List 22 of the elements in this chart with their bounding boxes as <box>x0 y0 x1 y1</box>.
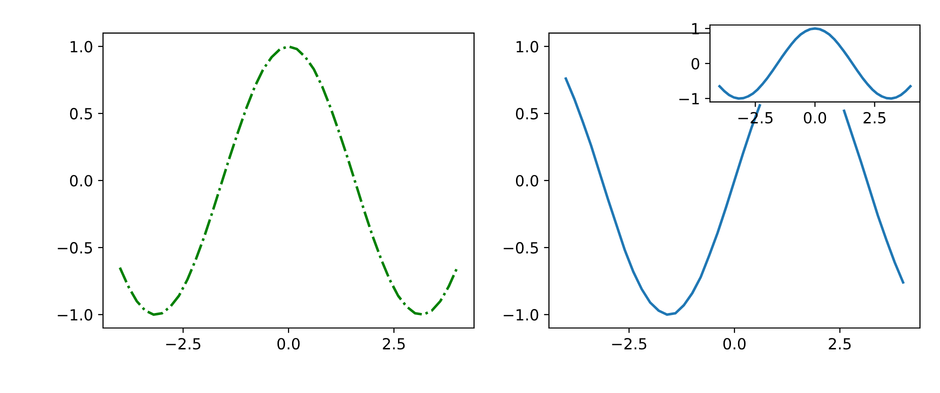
x-tick-label: 2.5 <box>382 338 405 350</box>
y-tick-label: 0.5 <box>516 108 538 120</box>
y-tick-label: 0.0 <box>516 174 538 187</box>
x-tick-label: 0.0 <box>804 112 826 124</box>
y-tick-label: −0.5 <box>58 242 92 254</box>
y-tick-label: −1.0 <box>504 309 538 321</box>
x-tick-label: 0.0 <box>277 338 300 350</box>
y-tick-label: 1.0 <box>70 40 92 52</box>
x-tick-label: 2.5 <box>828 338 851 350</box>
line-series <box>118 45 458 316</box>
y-tick-label: 0.0 <box>70 174 92 187</box>
y-tick-label: 0.5 <box>70 108 92 120</box>
y-tick-label: 0 <box>692 58 700 70</box>
x-tick-label: 2.5 <box>864 112 886 124</box>
y-tick-label: −1.0 <box>58 309 92 321</box>
y-tick-label: −0.5 <box>504 242 538 254</box>
x-tick-label: −2.5 <box>166 338 200 350</box>
y-tick-label: 1.0 <box>516 40 538 52</box>
line-series <box>718 27 912 100</box>
x-tick-label: 0.0 <box>723 338 746 350</box>
y-tick-label: −1 <box>679 93 699 104</box>
x-tick-label: −2.5 <box>612 338 646 350</box>
